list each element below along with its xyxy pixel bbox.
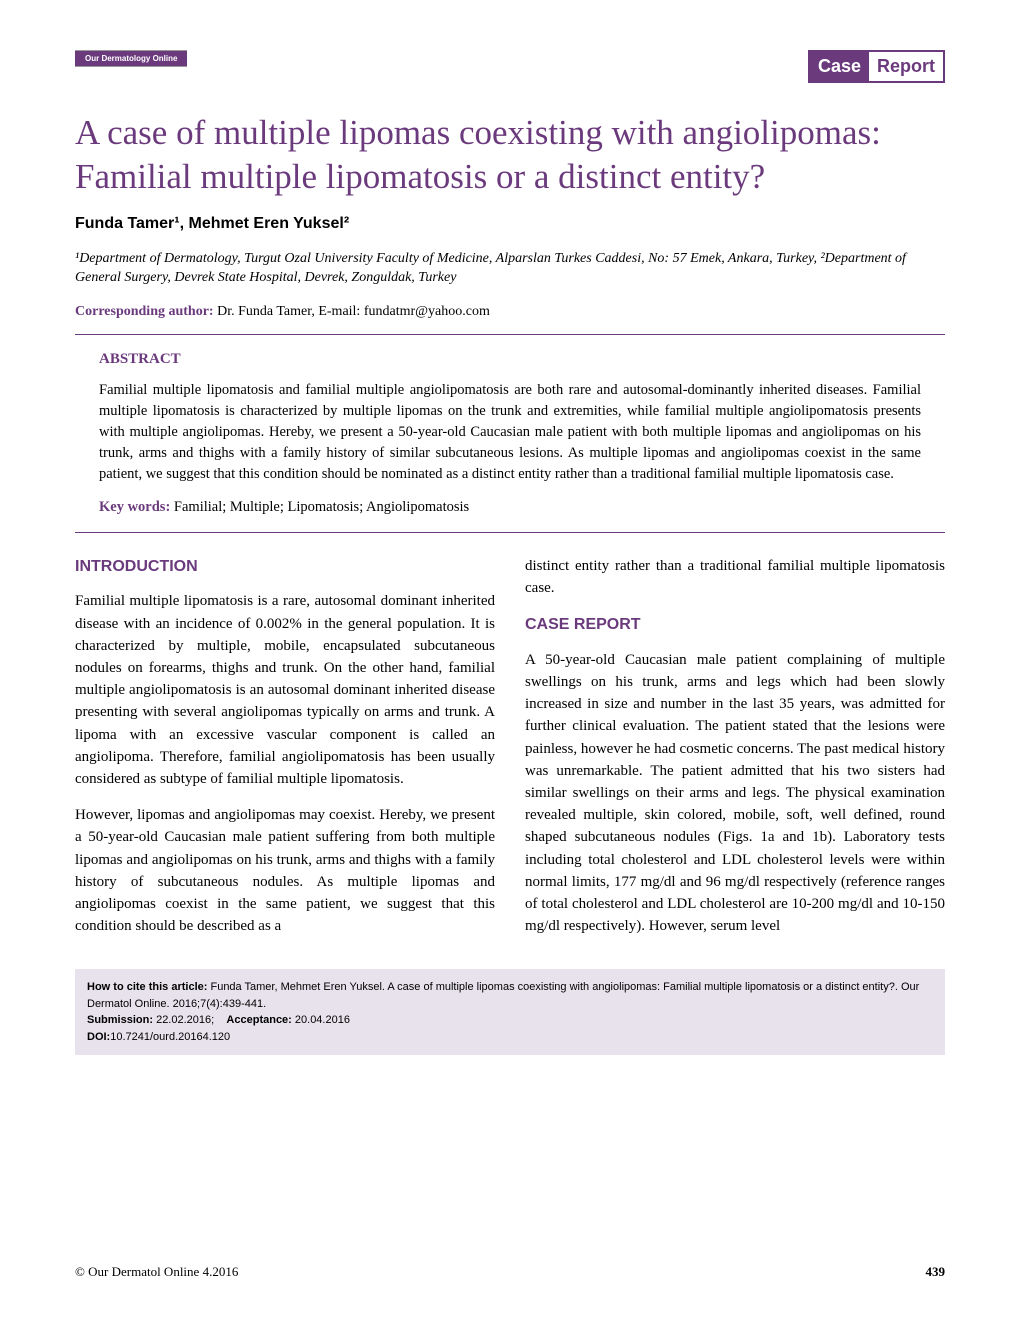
body-columns: INTRODUCTION Familial multiple lipomatos… xyxy=(75,555,945,951)
corresponding-label: Corresponding author: xyxy=(75,304,214,319)
doi-value: 10.7241/ourd.20164.120 xyxy=(110,1031,230,1043)
footer-copyright: © Our Dermatol Online 4.2016 xyxy=(75,1264,238,1280)
intro-paragraph-2: However, lipomas and angiolipomas may co… xyxy=(75,804,495,937)
submission-date: 22.02.2016; xyxy=(153,1014,214,1026)
col2-continuation: distinct entity rather than a traditiona… xyxy=(525,555,945,599)
citation-box: How to cite this article: Funda Tamer, M… xyxy=(75,969,945,1055)
keywords-label: Key words: xyxy=(99,499,170,515)
abstract-heading: ABSTRACT xyxy=(99,351,921,368)
footer: © Our Dermatol Online 4.2016 439 xyxy=(75,1264,945,1280)
page-number: 439 xyxy=(926,1264,946,1280)
keywords-text: Familial; Multiple; Lipomatosis; Angioli… xyxy=(170,499,469,515)
article-title: A case of multiple lipomas coexisting wi… xyxy=(75,111,945,199)
acceptance-date: 20.04.2016 xyxy=(292,1014,350,1026)
corresponding-author: Corresponding author: Dr. Funda Tamer, E… xyxy=(75,304,945,320)
corresponding-text: Dr. Funda Tamer, E-mail: fundatmr@yahoo.… xyxy=(214,304,490,319)
journal-tag: Our Dermatology Online xyxy=(75,50,187,67)
column-right: distinct entity rather than a traditiona… xyxy=(525,555,945,951)
citation-howto: How to cite this article: Funda Tamer, M… xyxy=(87,979,933,1012)
abstract-box: ABSTRACT Familial multiple lipomatosis a… xyxy=(75,334,945,533)
citation-doi: DOI:10.7241/ourd.20164.120 xyxy=(87,1029,933,1046)
intro-paragraph-1: Familial multiple lipomatosis is a rare,… xyxy=(75,590,495,790)
citation-dates: Submission: 22.02.2016; Acceptance: 20.0… xyxy=(87,1012,933,1029)
doi-label: DOI: xyxy=(87,1031,110,1043)
howto-text: Funda Tamer, Mehmet Eren Yuksel. A case … xyxy=(87,981,919,1010)
case-paragraph-1: A 50-year-old Caucasian male patient com… xyxy=(525,649,945,937)
case-report-heading: CASE REPORT xyxy=(525,613,945,637)
intro-heading: INTRODUCTION xyxy=(75,555,495,579)
keywords: Key words: Familial; Multiple; Lipomatos… xyxy=(99,499,921,516)
authors: Funda Tamer¹, Mehmet Eren Yuksel² xyxy=(75,215,945,233)
affiliations: ¹Department of Dermatology, Turgut Ozal … xyxy=(75,249,945,288)
case-report-badge: Case Report xyxy=(808,50,945,83)
header-row: Our Dermatology Online Case Report xyxy=(75,50,945,83)
page: Our Dermatology Online Case Report A cas… xyxy=(0,0,1020,1320)
column-left: INTRODUCTION Familial multiple lipomatos… xyxy=(75,555,495,951)
abstract-body: Familial multiple lipomatosis and famili… xyxy=(99,380,921,485)
badge-dark: Case xyxy=(810,52,869,81)
submission-label: Submission: xyxy=(87,1014,153,1026)
acceptance-label: Acceptance: xyxy=(226,1014,291,1026)
badge-light: Report xyxy=(869,52,943,81)
howto-label: How to cite this article: xyxy=(87,981,207,993)
